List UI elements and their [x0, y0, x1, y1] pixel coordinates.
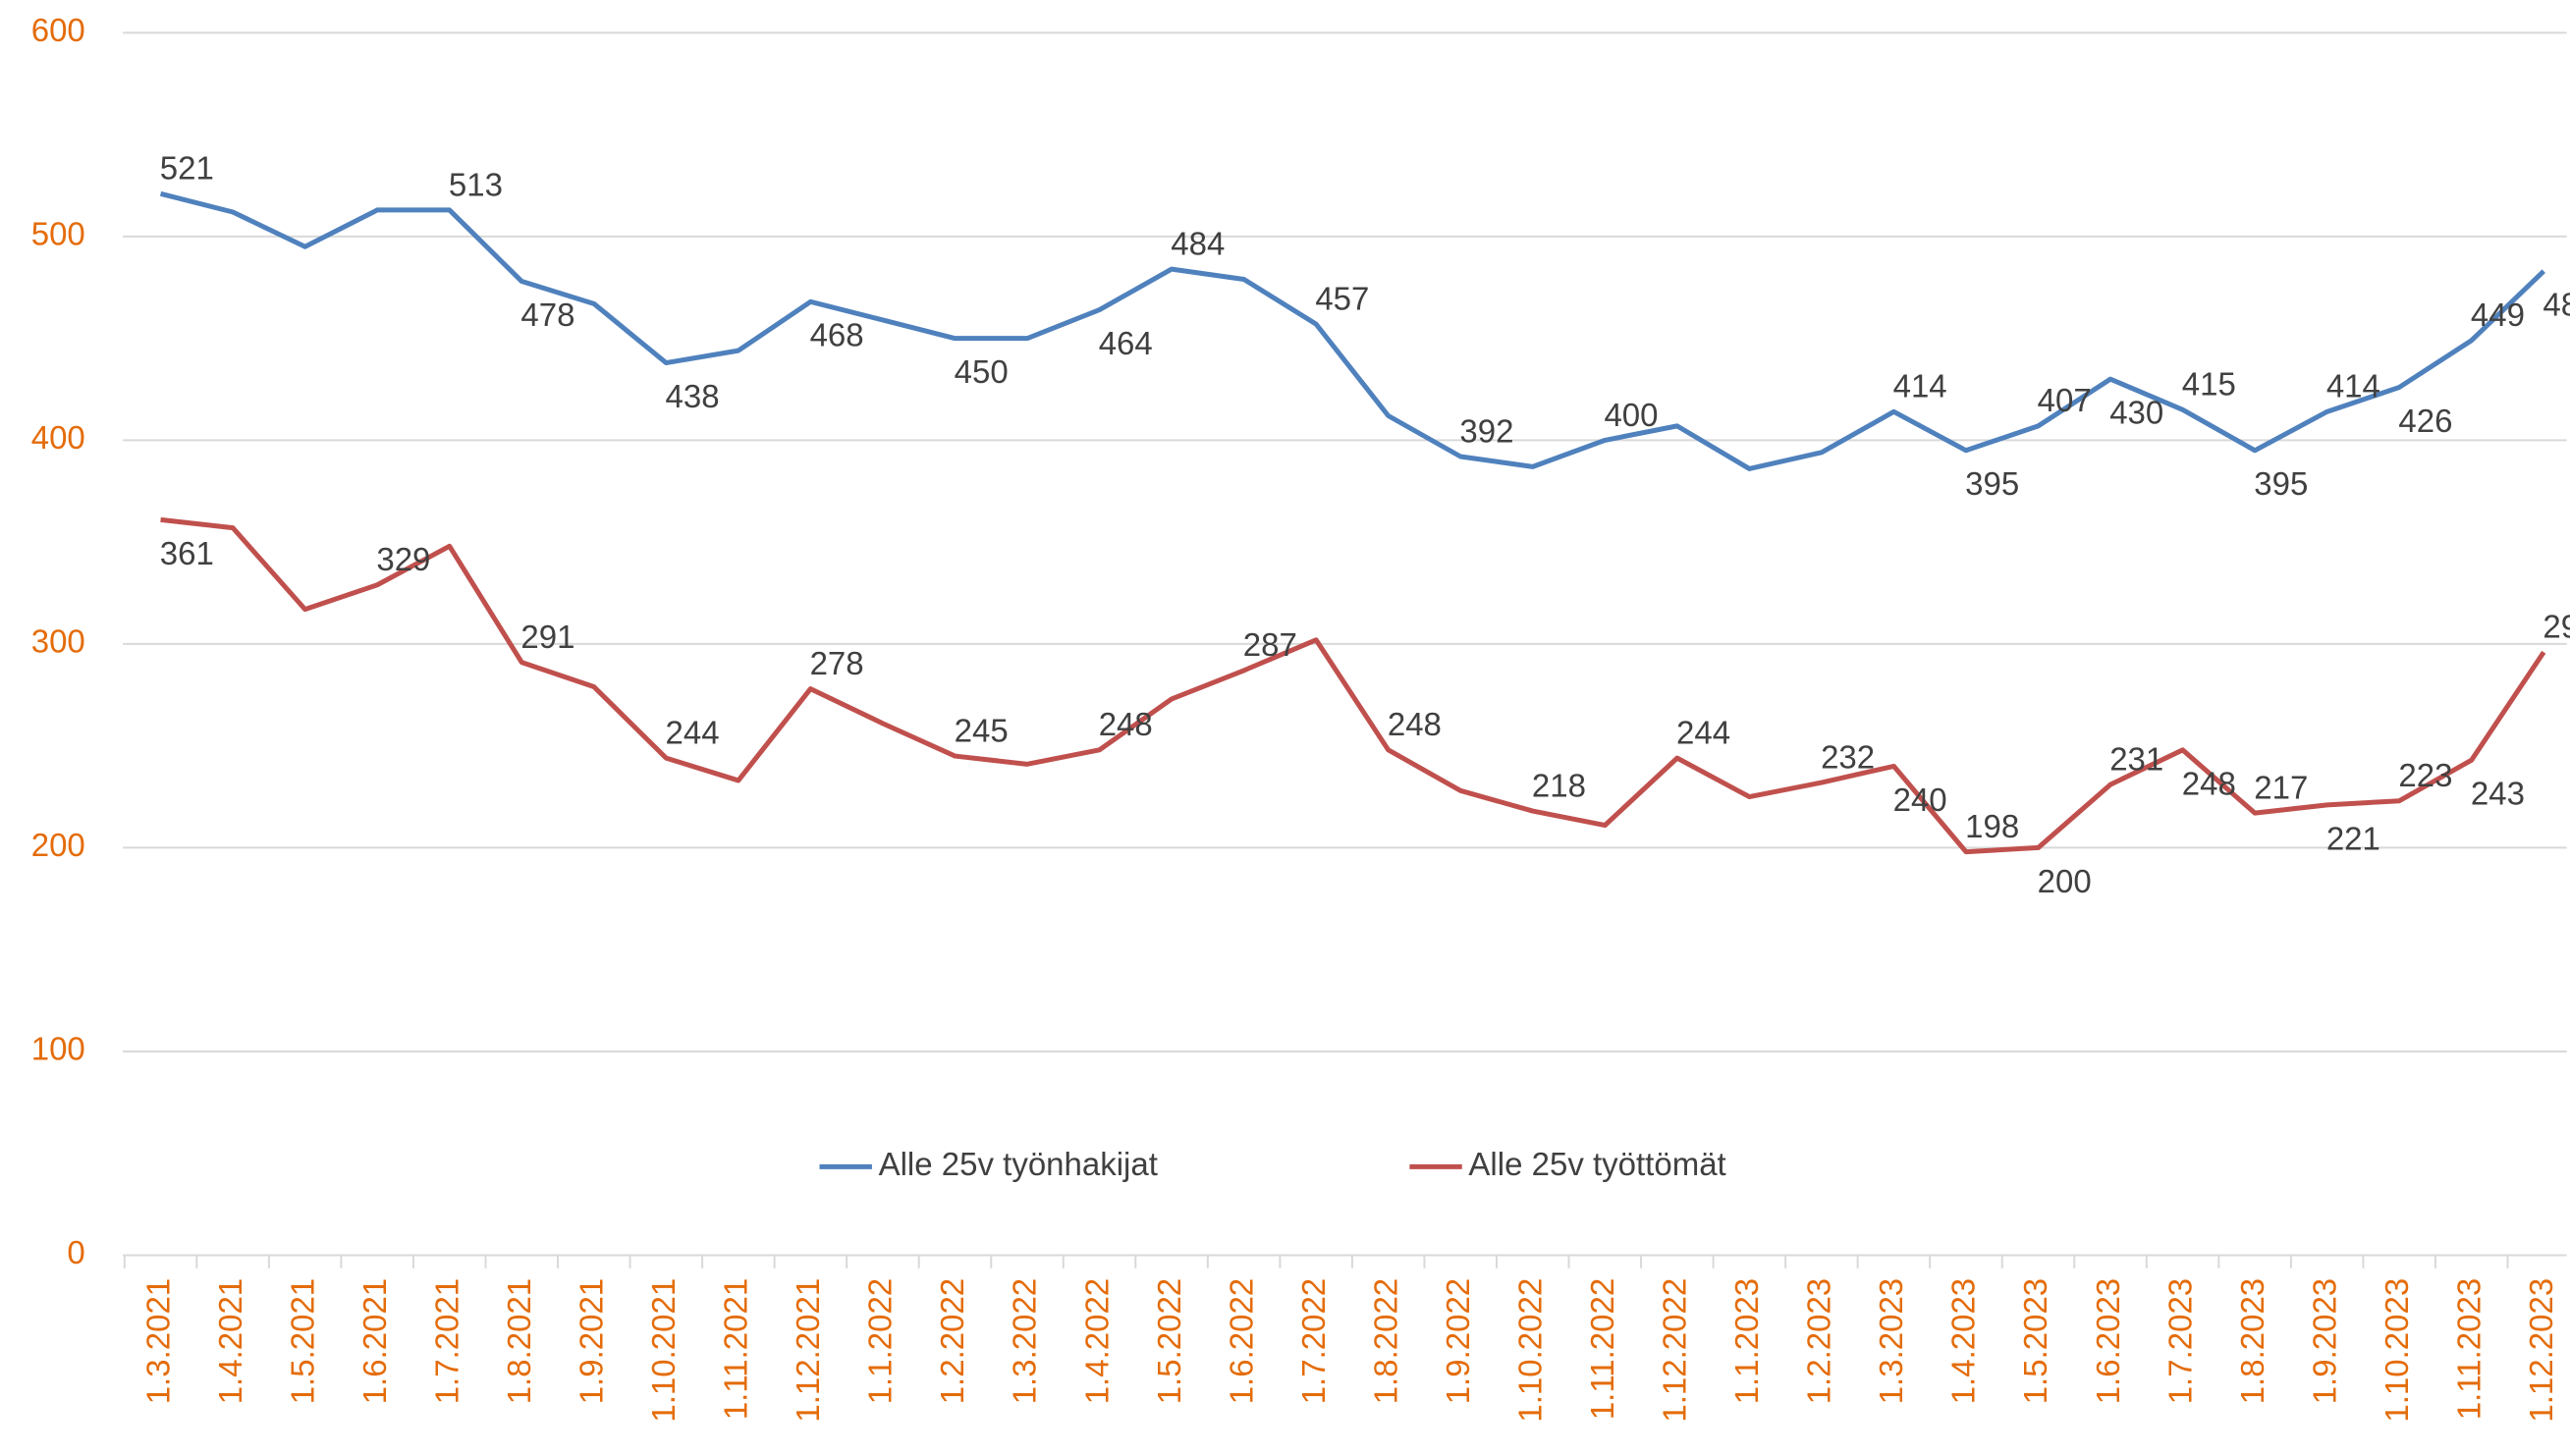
- x-tick-label: 1.10.2021: [645, 1278, 682, 1423]
- data-label: 483: [2543, 287, 2570, 323]
- data-label: 395: [2254, 465, 2308, 502]
- data-label: 200: [2038, 863, 2092, 899]
- x-tick-label: 1.8.2022: [1367, 1278, 1403, 1404]
- x-tick-label: 1.7.2021: [428, 1278, 465, 1404]
- y-tick-label: 600: [31, 12, 85, 48]
- data-label: 414: [1893, 368, 1947, 404]
- x-tick-label: 1.12.2022: [1657, 1278, 1693, 1423]
- x-tick-label: 1.10.2022: [1511, 1278, 1548, 1423]
- data-label: 291: [520, 619, 574, 655]
- x-tick-label: 1.4.2022: [1078, 1278, 1115, 1404]
- x-tick-label: 1.11.2023: [2450, 1278, 2487, 1420]
- x-tick-label: 1.3.2022: [1007, 1278, 1043, 1404]
- x-tick-label: 1.6.2023: [2090, 1278, 2126, 1404]
- x-tick-label: 1.1.2023: [1728, 1278, 1765, 1404]
- data-label: 430: [2109, 395, 2163, 431]
- data-label: 438: [665, 378, 719, 414]
- data-label: 231: [2109, 740, 2163, 777]
- x-tick-label: 1.5.2021: [284, 1278, 320, 1404]
- data-label: 296: [2543, 609, 2570, 645]
- x-tick-label: 1.9.2021: [573, 1278, 609, 1404]
- data-label: 244: [665, 714, 719, 750]
- data-label: 240: [1893, 782, 1947, 818]
- x-tick-label: 1.2.2023: [1801, 1278, 1837, 1404]
- x-tick-label: 1.12.2023: [2523, 1278, 2559, 1423]
- y-tick-label: 400: [31, 419, 85, 456]
- data-label: 245: [955, 712, 1009, 748]
- data-label: 361: [160, 535, 214, 571]
- x-tick-label: 1.6.2021: [356, 1278, 393, 1404]
- data-label: 198: [1965, 808, 2019, 844]
- data-label: 464: [1099, 325, 1153, 361]
- x-tick-label: 1.9.2022: [1440, 1278, 1476, 1404]
- x-tick-label: 1.7.2022: [1295, 1278, 1332, 1404]
- data-label: 278: [810, 645, 864, 681]
- y-tick-label: 300: [31, 623, 85, 660]
- data-label: 426: [2398, 403, 2452, 439]
- data-label: 414: [2326, 368, 2380, 404]
- legend-label: Alle 25v työttömät: [1468, 1146, 1725, 1182]
- series-line: [160, 516, 2546, 855]
- data-label: 217: [2254, 770, 2308, 806]
- data-label: 521: [160, 150, 214, 187]
- data-label: 218: [1532, 767, 1586, 803]
- data-label: 248: [1388, 706, 1442, 742]
- data-label: 457: [1315, 280, 1369, 316]
- data-label: 287: [1243, 626, 1297, 663]
- data-label: 232: [1821, 738, 1875, 775]
- data-label: 400: [1604, 397, 1658, 433]
- legend-label: Alle 25v työnhakijat: [879, 1146, 1158, 1182]
- x-tick-label: 1.8.2021: [501, 1278, 537, 1404]
- data-label: 243: [2471, 776, 2525, 812]
- x-tick-label: 1.1.2022: [862, 1278, 899, 1404]
- x-tick-label: 1.8.2023: [2234, 1278, 2270, 1404]
- x-tick-label: 1.11.2021: [718, 1278, 754, 1420]
- x-tick-label: 1.3.2021: [139, 1278, 176, 1404]
- x-tick-label: 1.2.2022: [934, 1278, 970, 1404]
- x-tick-label: 1.5.2023: [2017, 1278, 2053, 1404]
- data-label: 329: [376, 541, 430, 577]
- data-label: 449: [2471, 297, 2525, 333]
- data-label: 248: [1099, 706, 1153, 742]
- data-label: 221: [2326, 820, 2380, 856]
- y-tick-label: 100: [31, 1031, 85, 1067]
- data-label: 248: [2182, 765, 2236, 801]
- x-tick-label: 1.4.2021: [212, 1278, 248, 1404]
- data-label: 407: [2038, 382, 2092, 418]
- data-label: 223: [2398, 757, 2452, 793]
- y-tick-label: 0: [67, 1234, 84, 1270]
- data-label: 478: [520, 297, 574, 333]
- x-tick-label: 1.4.2023: [1945, 1278, 1982, 1404]
- data-label: 513: [449, 166, 503, 202]
- data-label: 468: [810, 317, 864, 353]
- x-tick-label: 1.7.2023: [2161, 1278, 2198, 1404]
- x-tick-label: 1.9.2023: [2306, 1278, 2342, 1404]
- x-tick-label: 1.11.2022: [1584, 1278, 1620, 1420]
- y-tick-label: 500: [31, 216, 85, 252]
- data-label: 244: [1676, 714, 1730, 750]
- x-tick-label: 1.5.2022: [1151, 1278, 1187, 1404]
- data-label: 392: [1459, 412, 1513, 449]
- x-tick-label: 1.6.2022: [1223, 1278, 1259, 1404]
- series-line: [159, 190, 2545, 471]
- data-label: 450: [955, 353, 1009, 390]
- data-label: 484: [1171, 225, 1225, 261]
- x-tick-label: 1.10.2023: [2379, 1278, 2415, 1423]
- data-label: 395: [1965, 465, 2019, 502]
- x-tick-label: 1.3.2023: [1873, 1278, 1909, 1404]
- x-tick-label: 1.12.2021: [790, 1278, 826, 1423]
- data-label: 415: [2182, 366, 2236, 403]
- y-tick-label: 200: [31, 827, 85, 863]
